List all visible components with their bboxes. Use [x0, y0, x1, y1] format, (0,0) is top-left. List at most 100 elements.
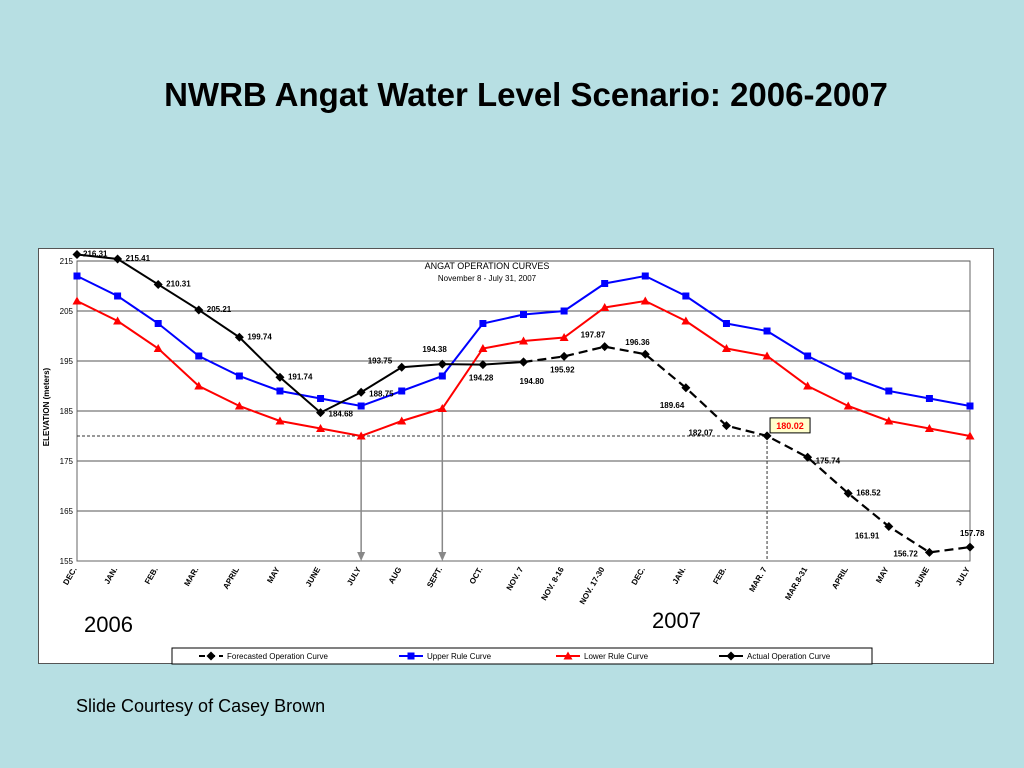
- series-2-point: [681, 316, 691, 325]
- slide-title: NWRB Angat Water Level Scenario: 2006-20…: [164, 76, 888, 113]
- series-1-point: [398, 387, 406, 395]
- x-tick-label: MAR. 7: [747, 565, 769, 593]
- data-label: 156.72: [893, 549, 918, 558]
- data-label: 216.31: [83, 249, 108, 258]
- data-label: 189.64: [660, 401, 685, 410]
- series-0-point: [681, 383, 691, 393]
- series-1-point: [114, 292, 122, 300]
- series-2-point: [234, 401, 244, 410]
- series-0-point: [762, 431, 772, 441]
- series-3-point: [194, 305, 204, 315]
- series-line-3: [76, 253, 524, 414]
- series-3-point: [478, 360, 488, 370]
- series-2-point: [72, 296, 82, 305]
- y-axis-label: ELEVATION (meters): [42, 367, 51, 446]
- series-1-point: [276, 387, 284, 395]
- x-tick-label: SEPT.: [425, 566, 444, 590]
- legend-entry: Forecasted Operation Curve: [227, 652, 328, 661]
- series-1-point: [560, 307, 568, 315]
- series-2-point: [437, 404, 447, 412]
- series-1-point: [317, 395, 325, 402]
- series-2-point: [600, 303, 610, 311]
- series-2-point: [194, 381, 204, 390]
- arrow-head: [438, 552, 447, 561]
- data-label: 194.38: [422, 345, 447, 354]
- angat-operation-chart: ANGAT OPERATION CURVES November 8 - July…: [42, 249, 985, 665]
- y-tick-label: 165: [60, 507, 74, 516]
- series-2-point: [559, 333, 569, 341]
- legend-entry: Actual Operation Curve: [747, 652, 831, 661]
- series-2-point: [884, 416, 894, 425]
- series-1-point: [722, 320, 730, 327]
- x-tick-label: FEB.: [711, 566, 728, 586]
- series-1-point: [479, 320, 487, 327]
- data-label: 161.91: [855, 531, 880, 540]
- y-tick-label: 175: [60, 457, 74, 466]
- x-tick-label: DEC.: [630, 566, 647, 587]
- series-line-0: [523, 345, 971, 554]
- x-tick-label: FEB.: [143, 566, 160, 586]
- series-0-point: [721, 421, 731, 431]
- y-tick-label: 205: [60, 307, 74, 316]
- x-tick-label: MAY: [874, 565, 891, 585]
- x-tick-label: JUNE: [913, 565, 932, 589]
- data-label: 182.07: [688, 429, 713, 438]
- series-1-point: [966, 402, 974, 410]
- data-label: 199.74: [247, 332, 272, 341]
- series-2-point: [762, 351, 772, 360]
- series-0-point: [843, 488, 853, 498]
- series-1-point: [844, 372, 852, 380]
- x-tick-label: JAN.: [102, 566, 119, 586]
- data-label: 215.41: [126, 254, 151, 263]
- slide-credit: Slide Courtesy of Casey Brown: [76, 696, 326, 716]
- series-3-point: [275, 372, 285, 382]
- x-tick-label: JAN.: [671, 566, 688, 586]
- y-tick-label: 215: [60, 257, 74, 266]
- x-tick-label: NOV. 7: [505, 565, 526, 592]
- y-tick-label: 185: [60, 407, 74, 416]
- legend-swatch-marker: [206, 651, 216, 661]
- y-tick-label: 195: [60, 357, 74, 366]
- series-2-point: [640, 296, 650, 305]
- series-3-point: [72, 249, 82, 259]
- series-1-point: [925, 395, 933, 402]
- series-1-point: [885, 387, 893, 395]
- data-label: 194.28: [469, 374, 494, 383]
- series-line-2: [76, 299, 971, 438]
- data-label: 180.02: [776, 421, 804, 431]
- series-2-point: [965, 431, 975, 440]
- data-label: 184.68: [329, 410, 354, 419]
- series-2-point: [153, 344, 163, 352]
- data-label: 168.52: [856, 488, 881, 497]
- series-0-point: [600, 342, 610, 352]
- arrow-head: [357, 552, 366, 561]
- series-1-point: [154, 320, 162, 327]
- legend-swatch-marker: [726, 651, 736, 661]
- series-1-point: [235, 372, 243, 380]
- data-label: 205.21: [207, 305, 232, 314]
- data-label: 188.75: [369, 389, 394, 398]
- legend-swatch-marker: [407, 652, 415, 660]
- legend-entry: Lower Rule Curve: [584, 652, 649, 661]
- data-label: 191.74: [288, 372, 313, 381]
- series-1-point: [682, 292, 690, 300]
- data-label: 196.36: [625, 338, 650, 347]
- x-tick-label: DEC.: [61, 566, 78, 587]
- series-1-point: [438, 372, 446, 380]
- series-0-point: [559, 351, 569, 361]
- series-2-point: [924, 424, 934, 432]
- data-label: 175.74: [816, 456, 841, 465]
- series-2-point: [356, 431, 366, 440]
- data-label: 193.75: [368, 356, 393, 365]
- plot-area: 155 165 175 185 195 205 215 DEC. JAN. FEB. MAR. APR…: [60, 249, 985, 665]
- x-tick-label: OCT.: [468, 566, 485, 586]
- series-2-point: [113, 316, 123, 325]
- data-label: 157.78: [960, 529, 985, 538]
- series-3-point: [316, 408, 326, 418]
- x-tick-label: JUNE: [304, 565, 323, 589]
- series-2-point: [519, 336, 528, 345]
- series-2-point: [275, 416, 285, 425]
- series-1-point: [641, 272, 649, 280]
- legend-box: [171, 647, 873, 665]
- series-1-point: [601, 280, 609, 287]
